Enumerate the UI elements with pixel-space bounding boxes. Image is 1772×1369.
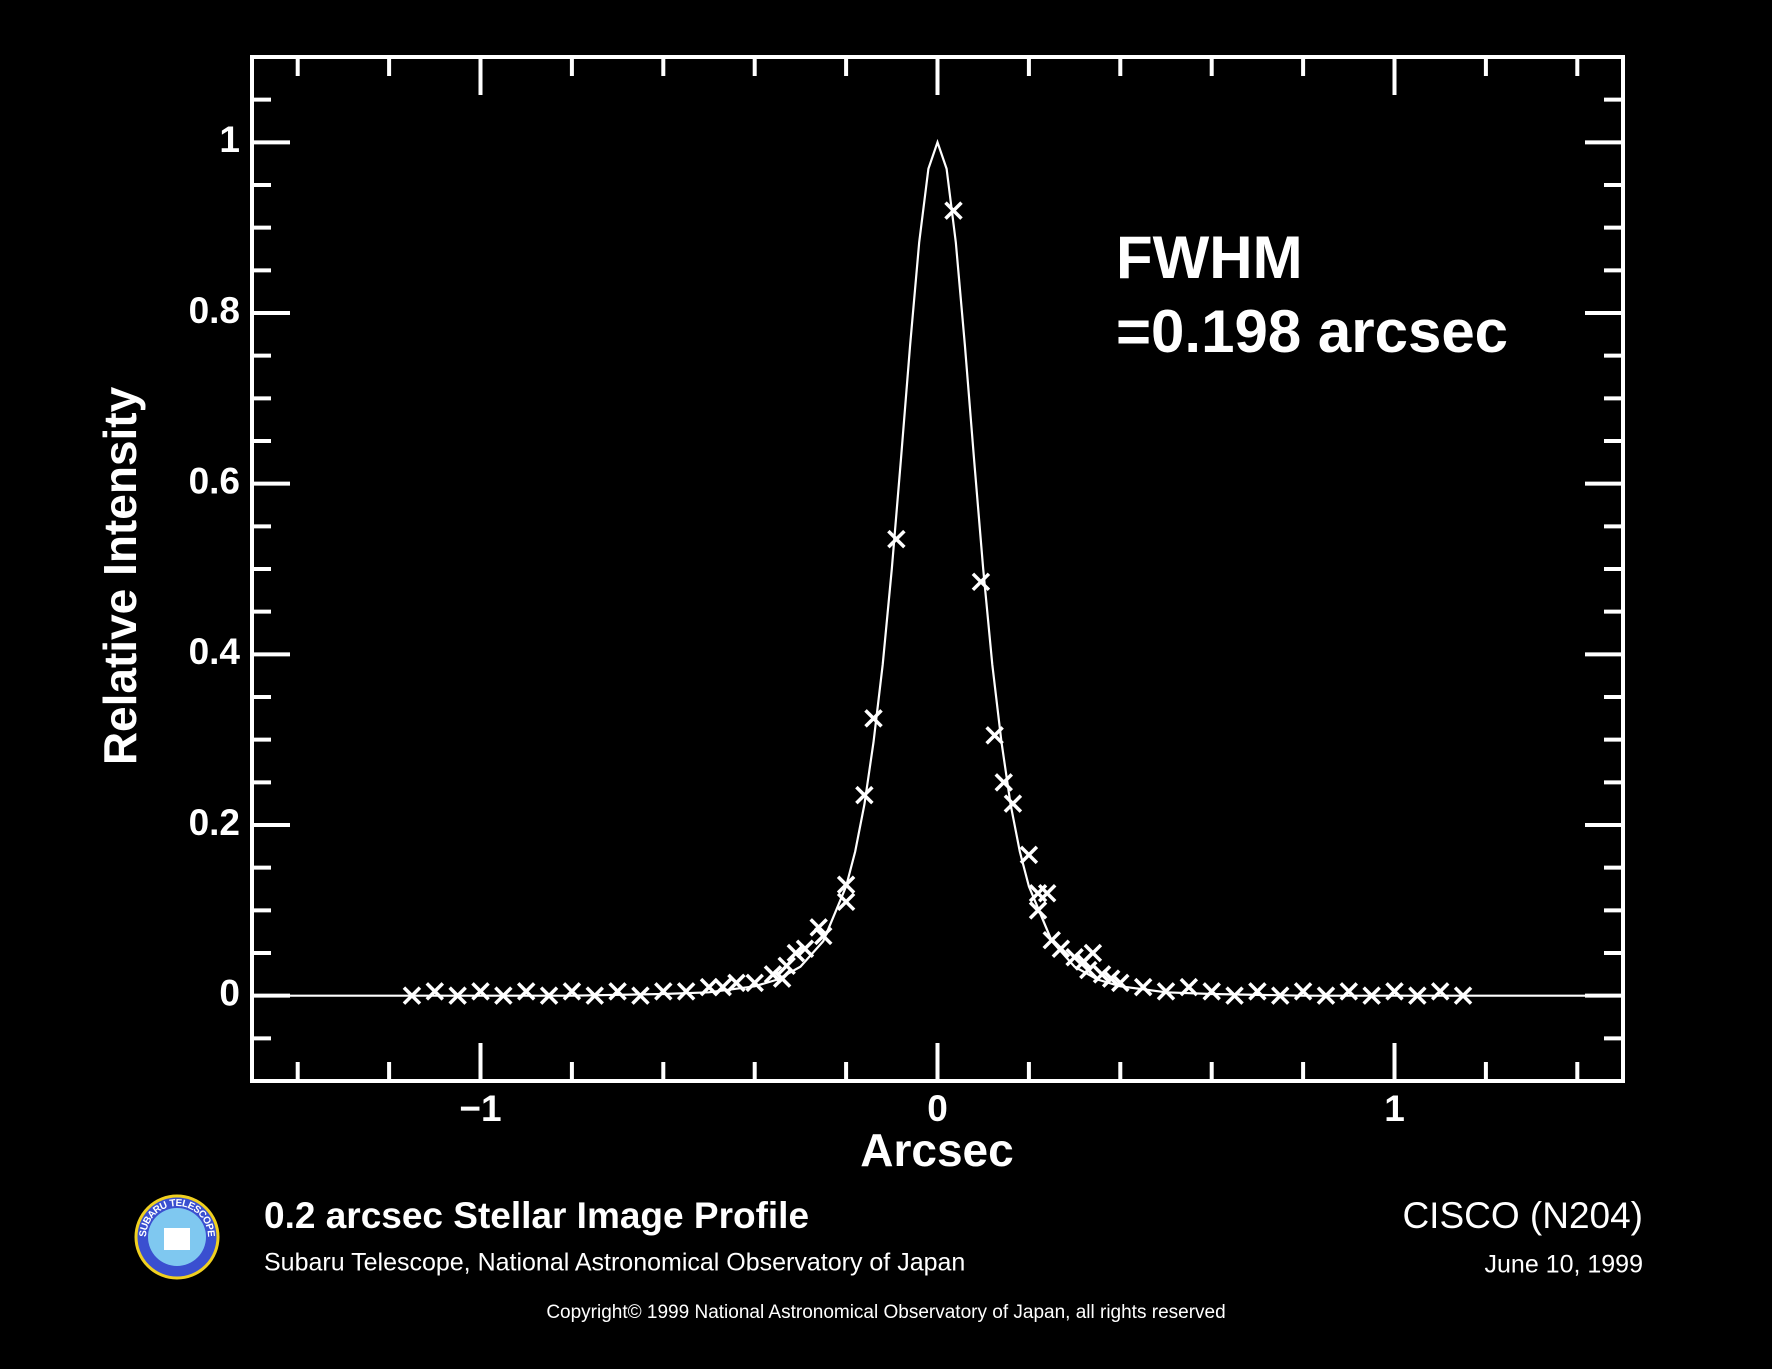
data-point (425, 982, 445, 1001)
data-point (1408, 986, 1427, 1005)
data-point (1293, 982, 1313, 1001)
annotation: =0.198 arcsec (1116, 298, 1508, 365)
data-point (1111, 973, 1130, 993)
data-point (699, 977, 719, 997)
data-point (795, 939, 815, 958)
data-point (1083, 943, 1103, 963)
data-point (1362, 986, 1381, 1005)
copyright: Copyright© 1999 National Astronomical Ob… (546, 1302, 1225, 1323)
data-point (745, 973, 764, 993)
data-point (887, 529, 906, 549)
data-point (1101, 969, 1121, 988)
data-point (1339, 982, 1359, 1001)
data-point (944, 201, 963, 220)
data-point (763, 965, 783, 984)
data-point (562, 982, 582, 1001)
data-point (713, 977, 732, 997)
annotation: FWHM (1116, 224, 1303, 291)
x-axis-label: Arcsec (860, 1124, 1013, 1176)
y-tick-label: 0 (219, 972, 240, 1013)
data-point (814, 926, 833, 946)
data-point (494, 986, 513, 1005)
data-point (448, 986, 467, 1005)
data-point (772, 969, 792, 988)
instrument: CISCO (N204) (1402, 1195, 1643, 1236)
y-tick-label: 0.6 (189, 460, 240, 501)
data-point (676, 982, 696, 1001)
data-point (985, 726, 1004, 745)
x-tick-label: 1 (1384, 1088, 1405, 1129)
data-point (1037, 884, 1057, 903)
date: June 10, 1999 (1485, 1251, 1643, 1279)
data-point (1430, 982, 1450, 1001)
data-point (971, 572, 991, 592)
data-point (855, 785, 874, 805)
data-point (1051, 939, 1071, 958)
x-tick-label: −1 (459, 1088, 501, 1129)
logo: SUBARU TELESCOPE (134, 1194, 220, 1280)
data-point (1079, 960, 1098, 980)
data-point (1156, 982, 1176, 1001)
data-point (786, 943, 806, 963)
data-point (1225, 986, 1244, 1005)
title: 0.2 arcsec Stellar Image Profile (264, 1195, 809, 1236)
y-tick-label: 1 (219, 119, 240, 160)
data-point (836, 892, 856, 912)
data-point (471, 982, 490, 1001)
data-point (1133, 977, 1153, 997)
y-tick-label: 0.8 (189, 290, 240, 331)
y-tick-label: 0.4 (189, 631, 241, 672)
data-point (994, 773, 1014, 792)
data-point (539, 986, 559, 1005)
data-point (1248, 982, 1267, 1001)
subtitle: Subaru Telescope, National Astronomical … (264, 1249, 965, 1277)
data-point (1316, 986, 1336, 1005)
data-point (1092, 965, 1112, 984)
x-tick-label: 0 (927, 1088, 948, 1129)
data-point (631, 986, 650, 1005)
logo-building (164, 1228, 190, 1250)
data-point (777, 956, 796, 976)
data-point (836, 875, 856, 894)
data-point (402, 986, 422, 1005)
data-point (608, 982, 627, 1001)
data-point (1202, 982, 1221, 1001)
data-point (1271, 986, 1290, 1005)
data-point (1179, 977, 1199, 997)
data-point (864, 709, 883, 728)
data-point (1385, 982, 1404, 1001)
data-point (1019, 845, 1039, 865)
y-tick-label: 0.2 (189, 802, 240, 843)
data-point (1453, 986, 1473, 1005)
y-axis-label: Relative Intensity (94, 386, 146, 765)
data-point (654, 982, 673, 1001)
data-point (1003, 794, 1023, 813)
data-point (516, 982, 536, 1001)
data-point (1028, 901, 1048, 920)
data-point (585, 986, 604, 1005)
data-point (727, 973, 746, 993)
